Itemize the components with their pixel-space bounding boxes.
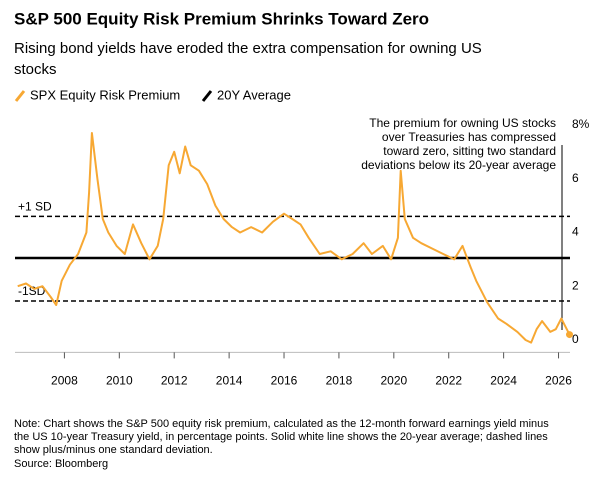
subtitle: stocks	[14, 61, 57, 78]
annotation: over Treasuries has compressed	[382, 130, 556, 144]
annotation: The premium for owning US stocks	[369, 116, 556, 130]
series-line	[17, 132, 571, 344]
x-tick-label: 2016	[271, 374, 298, 388]
legend-swatch	[14, 90, 26, 102]
y-tick-label: 0	[572, 332, 579, 346]
subtitle: Rising bond yields have eroded the extra…	[14, 40, 482, 57]
x-tick-label: 2010	[106, 374, 133, 388]
y-tick-label: 6	[572, 171, 579, 185]
y-tick-label: 2	[572, 278, 579, 292]
x-tick-label: 2008	[51, 374, 78, 388]
legend-label: SPX Equity Risk Premium	[30, 87, 180, 102]
legend-swatch	[201, 90, 213, 102]
x-tick-label: 2012	[161, 374, 188, 388]
x-tick-label: 2018	[326, 374, 353, 388]
last-point	[566, 331, 574, 339]
x-tick-label: 2022	[435, 374, 462, 388]
x-tick-label: 2026	[545, 374, 572, 388]
x-tick-label: 2024	[490, 374, 517, 388]
note: Note: Chart shows the S&P 500 equity ris…	[14, 418, 549, 430]
annotation: toward zero, sitting two standard	[383, 144, 556, 158]
chart-title: S&P 500 Equity Risk Premium Shrinks Towa…	[14, 9, 429, 28]
note: the US 10-year Treasury yield, in percen…	[14, 431, 548, 443]
y-tick-label: 4	[572, 225, 579, 239]
annotation: deviations below its 20-year average	[361, 158, 556, 172]
y-tick-label: 8%	[572, 117, 590, 131]
note: show plus/minus one standard deviation.	[14, 444, 213, 456]
sd-label: +1 SD	[18, 200, 52, 214]
x-tick-label: 2020	[380, 374, 407, 388]
x-tick-label: 2014	[216, 374, 243, 388]
source: Source: Bloomberg	[14, 458, 108, 470]
legend-label: 20Y Average	[217, 87, 291, 102]
